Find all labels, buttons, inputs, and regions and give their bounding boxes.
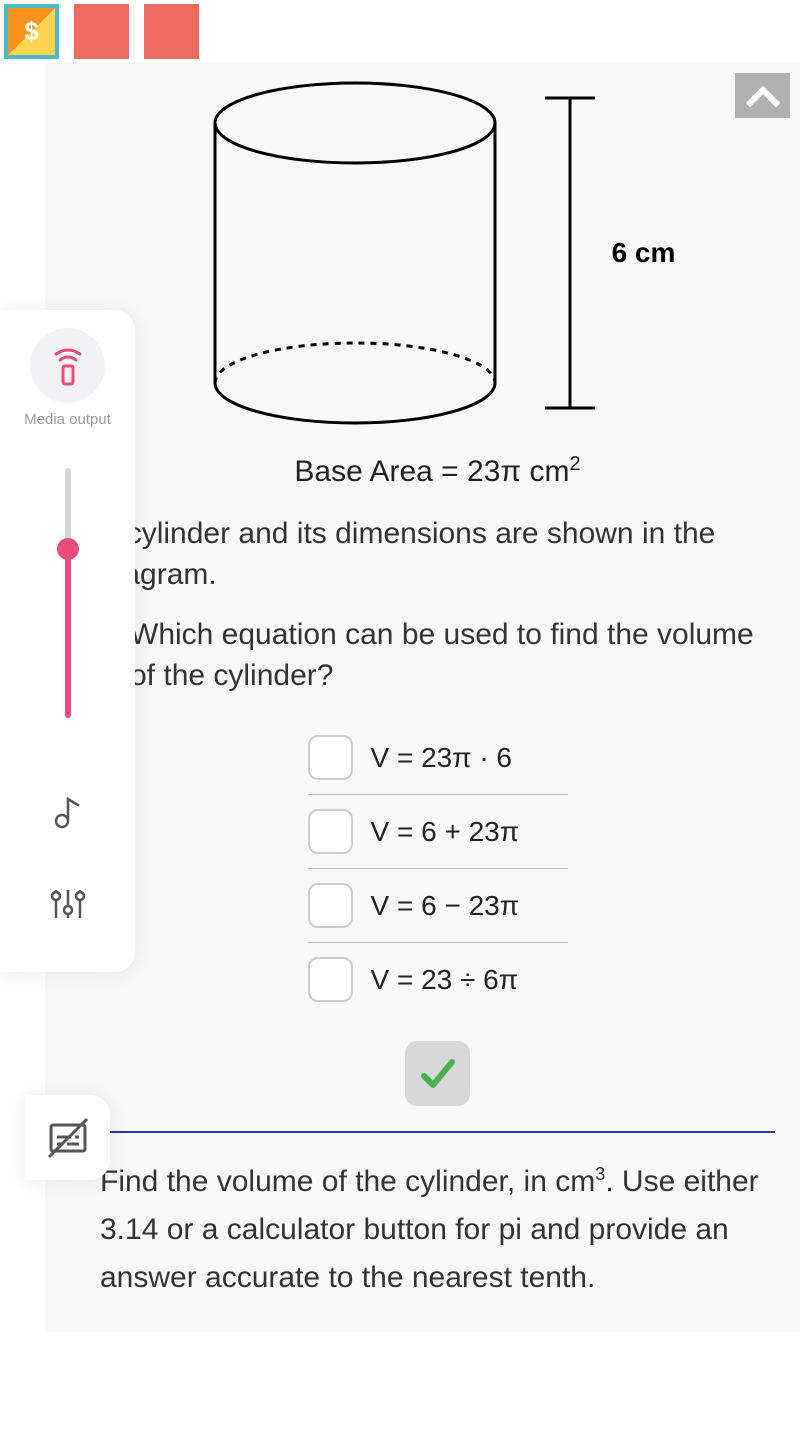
option-label: V = 6 + 23π bbox=[371, 816, 520, 848]
equalizer-icon bbox=[48, 884, 88, 924]
slider-thumb[interactable] bbox=[57, 538, 79, 560]
music-note-icon bbox=[50, 793, 86, 829]
option-checkbox[interactable] bbox=[308, 883, 353, 928]
top-toolbar: $ bbox=[0, 0, 800, 63]
music-note-button[interactable] bbox=[50, 793, 86, 834]
height-indicator: 6 cm bbox=[540, 88, 676, 418]
option-label: V = 6 − 23π bbox=[371, 890, 520, 922]
captions-off-button[interactable] bbox=[25, 1095, 110, 1180]
option-row[interactable]: V = 6 − 23π bbox=[308, 869, 568, 943]
problem-panel: 6 cm Base Area = 23π cm2 A cylinder and … bbox=[45, 63, 800, 1332]
height-bracket-icon bbox=[540, 88, 600, 418]
dollar-button[interactable]: $ bbox=[4, 4, 59, 59]
followup-question: Find the volume of the cylinder, in cm3.… bbox=[100, 1158, 775, 1302]
submit-button[interactable] bbox=[405, 1041, 470, 1106]
option-label: V = 23 ÷ 6π bbox=[371, 964, 519, 996]
toolbar-square-1[interactable] bbox=[74, 4, 129, 59]
base-area-text: Base Area = 23π cm2 bbox=[100, 453, 775, 489]
equalizer-button[interactable] bbox=[48, 884, 88, 929]
option-checkbox[interactable] bbox=[308, 735, 353, 780]
options-list: V = 23π · 6 V = 6 + 23π V = 6 − 23π V = … bbox=[100, 721, 775, 1016]
option-row[interactable]: V = 23π · 6 bbox=[308, 721, 568, 795]
media-output-label: Media output bbox=[24, 411, 111, 428]
option-row[interactable]: V = 23 ÷ 6π bbox=[308, 943, 568, 1016]
cast-icon bbox=[51, 344, 85, 388]
cylinder-icon bbox=[200, 73, 510, 433]
option-checkbox[interactable] bbox=[308, 809, 353, 854]
media-output-panel: Media output bbox=[0, 310, 135, 972]
volume-slider[interactable] bbox=[65, 468, 71, 718]
option-label: V = 23π · 6 bbox=[371, 742, 513, 774]
toolbar-square-2[interactable] bbox=[144, 4, 199, 59]
cast-button[interactable] bbox=[30, 328, 105, 403]
option-row[interactable]: V = 6 + 23π bbox=[308, 795, 568, 869]
section-divider bbox=[100, 1131, 775, 1133]
option-checkbox[interactable] bbox=[308, 957, 353, 1002]
height-label: 6 cm bbox=[612, 237, 676, 269]
question-text: Which equation can be used to find the v… bbox=[130, 615, 775, 696]
checkmark-icon bbox=[418, 1054, 458, 1094]
cylinder-diagram: 6 cm bbox=[100, 73, 775, 433]
collapse-button[interactable] bbox=[735, 73, 790, 118]
chevron-up-icon bbox=[746, 85, 780, 107]
captions-off-icon bbox=[45, 1115, 91, 1161]
problem-statement: A cylinder and its dimensions are shown … bbox=[100, 514, 775, 595]
dollar-icon: $ bbox=[24, 16, 38, 47]
